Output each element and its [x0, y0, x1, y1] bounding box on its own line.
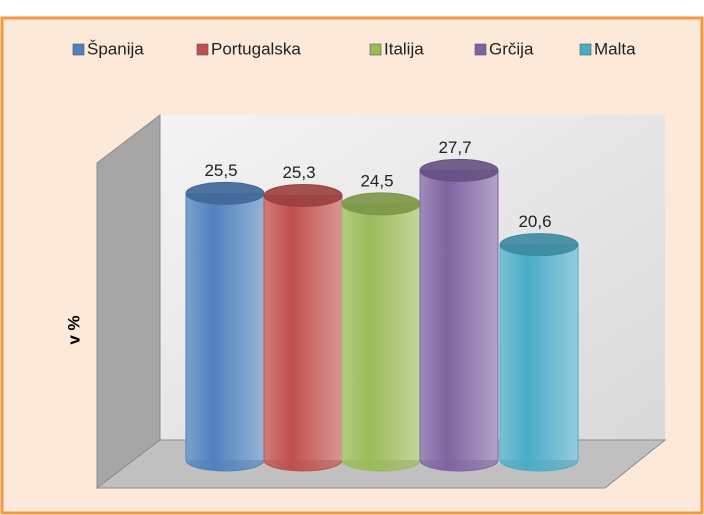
cylinder — [263, 195, 343, 472]
legend-marker — [72, 43, 85, 56]
cylinder-top — [263, 184, 343, 207]
legend-marker — [474, 43, 487, 56]
legend-marker — [579, 43, 592, 56]
legend-marker — [196, 43, 209, 56]
legend-label: Grčija — [489, 39, 534, 58]
cylinder — [499, 244, 579, 472]
side-wall — [96, 113, 161, 490]
cylinder-top — [185, 181, 265, 205]
data-label: 24,5 — [360, 171, 393, 190]
legend-label: Italija — [384, 39, 424, 58]
legend-label: Portugalska — [211, 39, 301, 58]
data-label: 20,6 — [518, 212, 551, 231]
cylinder-top — [419, 158, 499, 182]
cylinder — [341, 203, 421, 472]
cylinder-top — [499, 233, 579, 257]
data-label: 25,3 — [282, 163, 315, 182]
data-label: 25,5 — [204, 161, 237, 180]
legend-label: Malta — [594, 39, 636, 58]
y-axis-label: v % — [64, 315, 83, 344]
cylinder — [185, 192, 265, 472]
data-label: 27,7 — [438, 138, 471, 157]
cylinder-top — [341, 192, 421, 216]
legend-marker — [369, 43, 382, 56]
cylinder — [419, 169, 499, 472]
legend-label: Španija — [87, 39, 144, 58]
